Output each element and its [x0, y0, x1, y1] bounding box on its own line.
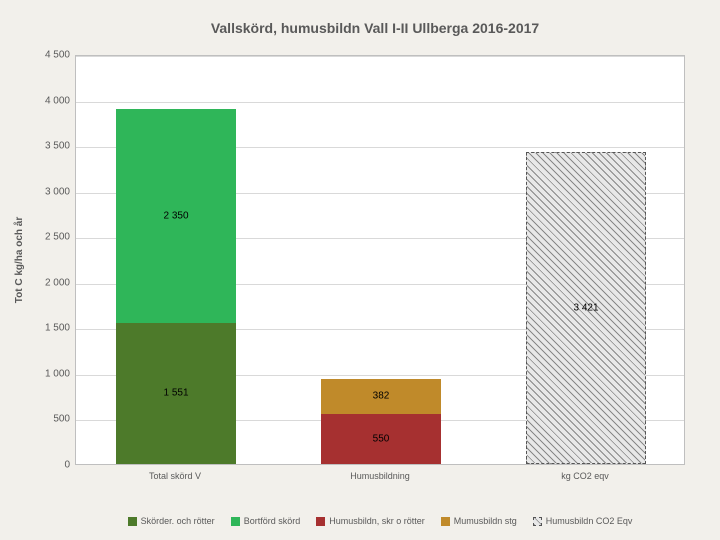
legend-item: Mumusbildn stg	[441, 516, 517, 526]
legend-label: Humusbildn CO2 Eqv	[546, 516, 633, 526]
xtick-label: kg CO2 eqv	[525, 471, 645, 481]
ytick-label: 2 000	[30, 277, 70, 288]
legend-item: Humusbildn CO2 Eqv	[533, 516, 633, 526]
ytick-label: 1 500	[30, 323, 70, 334]
xtick-label: Total skörd V	[115, 471, 235, 481]
legend-item: Humusbildn, skr o rötter	[316, 516, 425, 526]
legend-swatch	[441, 517, 450, 526]
ytick-label: 500	[30, 414, 70, 425]
bar-segment: 550	[321, 414, 441, 464]
legend-item: Bortförd skörd	[231, 516, 301, 526]
legend-swatch	[128, 517, 137, 526]
legend-label: Skörder. och rötter	[141, 516, 215, 526]
ytick-label: 0	[30, 460, 70, 471]
xtick-label: Humusbildning	[320, 471, 440, 481]
legend-swatch	[231, 517, 240, 526]
legend-label: Bortförd skörd	[244, 516, 301, 526]
y-axis-label: Tot C kg/ha och år	[14, 217, 25, 304]
bar-segment: 3 421	[526, 152, 646, 464]
bar-value-label: 3 421	[527, 303, 645, 314]
chart-title: Vallskörd, humusbildn Vall I-II Ullberga…	[60, 20, 690, 36]
legend-item: Skörder. och rötter	[128, 516, 215, 526]
legend-swatch	[533, 517, 542, 526]
bar-value-label: 382	[321, 391, 441, 402]
chart-container: Vallskörd, humusbildn Vall I-II Ullberga…	[0, 0, 720, 540]
ytick-label: 4 000	[30, 95, 70, 106]
ytick-label: 3 500	[30, 141, 70, 152]
ytick-label: 2 500	[30, 232, 70, 243]
legend-label: Mumusbildn stg	[454, 516, 517, 526]
ytick-label: 3 000	[30, 186, 70, 197]
legend-swatch	[316, 517, 325, 526]
bar-value-label: 550	[321, 433, 441, 444]
bar-value-label: 2 350	[116, 210, 236, 221]
bar-segment: 1 551	[116, 323, 236, 464]
ytick-label: 4 500	[30, 50, 70, 61]
bar-segment: 2 350	[116, 109, 236, 323]
bars-layer: 1 551 2 350 550 382 3 421	[76, 56, 684, 464]
legend: Skörder. och rötter Bortförd skörd Humusbi…	[75, 516, 685, 526]
bar-value-label: 1 551	[116, 388, 236, 399]
plot-area: 1 551 2 350 550 382 3 421	[75, 55, 685, 465]
legend-label: Humusbildn, skr o rötter	[329, 516, 425, 526]
ytick-label: 1 000	[30, 368, 70, 379]
bar-segment: 382	[321, 379, 441, 414]
